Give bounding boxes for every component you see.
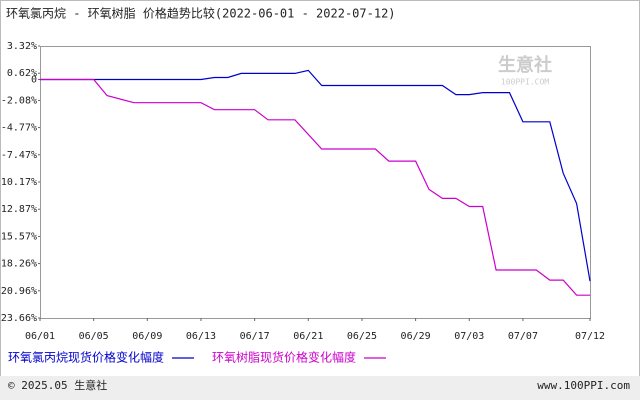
y-tick-label: -2.08%: [1, 95, 37, 106]
y-tick-label: -10.17%: [0, 177, 37, 188]
y-tick-label: -4.77%: [1, 123, 37, 134]
x-tick-label: 06/01: [25, 331, 55, 342]
x-tick-label: 06/21: [293, 331, 323, 342]
y-tick-label: -18.26%: [0, 259, 37, 270]
legend-label: 环氧树脂现货价格变化幅度: [212, 350, 356, 365]
y-tick-label: -7.47%: [1, 150, 37, 161]
series-line: [40, 78, 590, 296]
y-tick-label: -23.66%: [0, 313, 37, 324]
x-tick-label: 06/25: [347, 331, 377, 342]
y-tick-label: -15.57%: [0, 231, 37, 242]
y-tick-label: 0.62%: [7, 68, 37, 79]
series-line: [40, 69, 591, 282]
plot-area: [40, 46, 591, 319]
y-tick-label: 3.32%: [7, 41, 37, 52]
y-tick-label: -12.87%: [0, 204, 37, 215]
x-tick-label: 06/29: [401, 331, 431, 342]
x-tick-label: 07/12: [575, 331, 605, 342]
y-tick-label: 0: [31, 74, 37, 85]
footer-left: © 2025.05 生意社: [8, 378, 107, 392]
x-tick-label: 07/03: [454, 331, 484, 342]
y-tick-label: -20.96%: [0, 286, 37, 297]
watermark: 生意社: [498, 54, 552, 76]
x-tick-label: 06/05: [79, 331, 109, 342]
x-tick-label: 07/07: [508, 331, 538, 342]
x-tick-label: 06/09: [132, 331, 162, 342]
watermark-sub: 100PPI.COM: [501, 78, 549, 87]
legend-label: 环氧氯丙烷现货价格变化幅度: [8, 350, 164, 365]
footer-bar: [0, 376, 640, 400]
footer-right: www.100PPI.com: [537, 379, 630, 392]
chart-title: 环氧氯丙烷 - 环氧树脂 价格趋势比较(2022-06-01 - 2022-07…: [6, 6, 396, 21]
x-tick-label: 06/13: [186, 331, 216, 342]
x-tick-label: 06/17: [240, 331, 270, 342]
